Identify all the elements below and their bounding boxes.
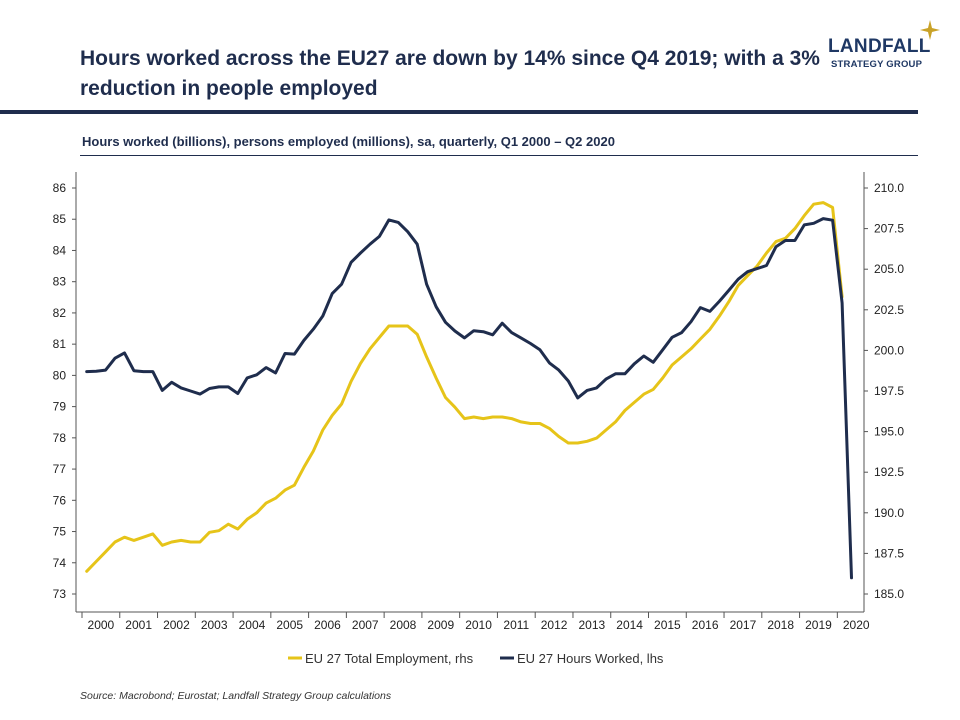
y-left-tick-label: 76: [53, 493, 67, 507]
logo-tagline: STRATEGY GROUP: [831, 59, 923, 70]
y-left-tick-label: 79: [53, 400, 67, 414]
y-right-tick-label: 192.5: [874, 465, 904, 479]
chart-series: [85, 201, 853, 580]
y-left-tick-label: 77: [53, 462, 67, 476]
y-right-tick-label: 207.5: [874, 222, 904, 236]
y-left-tick-label: 74: [53, 556, 67, 570]
company-logo: LANDFALL STRATEGY GROUP: [828, 20, 946, 76]
y-left-tick-label: 82: [53, 306, 67, 320]
x-tick-label: 2009: [427, 618, 454, 632]
x-tick-label: 2017: [730, 618, 757, 632]
x-tick-label: 2018: [767, 618, 794, 632]
x-tick-label: 2004: [239, 618, 266, 632]
chart-legend: EU 27 Total Employment, rhs EU 27 Hours W…: [288, 651, 664, 666]
y-left-tick-label: 75: [53, 525, 67, 539]
line-chart: 73 74 75 76 77 78 79 80 81 82 83 84 85 86 185.0 187.5 19…: [53, 172, 904, 666]
y-right-tick-label: 210.0: [874, 181, 904, 195]
y-right-tick-label: 187.5: [874, 546, 904, 560]
subtitle-divider: [80, 155, 918, 156]
header-divider: [0, 110, 918, 114]
y-right-tick-label: 197.5: [874, 384, 904, 398]
x-tick-label: 2007: [352, 618, 379, 632]
x-tick-label: 2014: [616, 618, 643, 632]
x-tick-label: 2011: [503, 618, 529, 632]
x-tick-label: 2010: [465, 618, 492, 632]
x-tick-label: 2016: [692, 618, 719, 632]
y-right-tick-label: 200.0: [874, 343, 904, 357]
y-left-tick-label: 84: [53, 243, 67, 257]
x-tick-label: 2012: [541, 618, 568, 632]
y-left-tick-label: 86: [53, 181, 67, 195]
x-tick-label: 2013: [579, 618, 606, 632]
y-right-tick-label: 195.0: [874, 425, 904, 439]
x-tick-label: 2006: [314, 618, 341, 632]
total-employment-line: [85, 201, 844, 573]
source-note: Source: Macrobond; Eurostat; Landfall St…: [80, 690, 392, 702]
y-left-tick-label: 73: [53, 587, 67, 601]
chart-subtitle: Hours worked (billions), persons employe…: [82, 134, 615, 149]
x-tick-label: 2015: [654, 618, 681, 632]
y-right-tick-label: 202.5: [874, 303, 904, 317]
hours-worked-line: [85, 217, 853, 580]
y-right-tick-label: 190.0: [874, 506, 904, 520]
x-tick-label: 2000: [88, 618, 115, 632]
x-tick-label: 2020: [843, 618, 870, 632]
y-left-tick-label: 83: [53, 275, 67, 289]
legend-label: EU 27 Hours Worked, lhs: [517, 651, 664, 666]
y-right-tick-label: 185.0: [874, 587, 904, 601]
y-right-tick-label: 205.0: [874, 262, 904, 276]
star-shape: [920, 20, 940, 40]
x-tick-label: 2003: [201, 618, 228, 632]
chart-axes: 73 74 75 76 77 78 79 80 81 82 83 84 85 86 185.0 187.5 19…: [53, 172, 904, 632]
x-tick-label: 2001: [125, 618, 152, 632]
logo-wordmark: LANDFALL: [828, 36, 931, 57]
y-left-tick-label: 85: [53, 212, 67, 226]
y-left-tick-label: 81: [53, 337, 67, 351]
star-icon: [920, 20, 940, 40]
x-tick-label: 2008: [390, 618, 417, 632]
page-title: Hours worked across the EU27 are down by…: [80, 47, 820, 100]
legend-label: EU 27 Total Employment, rhs: [305, 651, 474, 666]
x-tick-label: 2002: [163, 618, 190, 632]
x-tick-label: 2019: [805, 618, 832, 632]
x-tick-label: 2005: [276, 618, 303, 632]
y-left-tick-label: 78: [53, 431, 67, 445]
y-left-tick-label: 80: [53, 368, 67, 382]
